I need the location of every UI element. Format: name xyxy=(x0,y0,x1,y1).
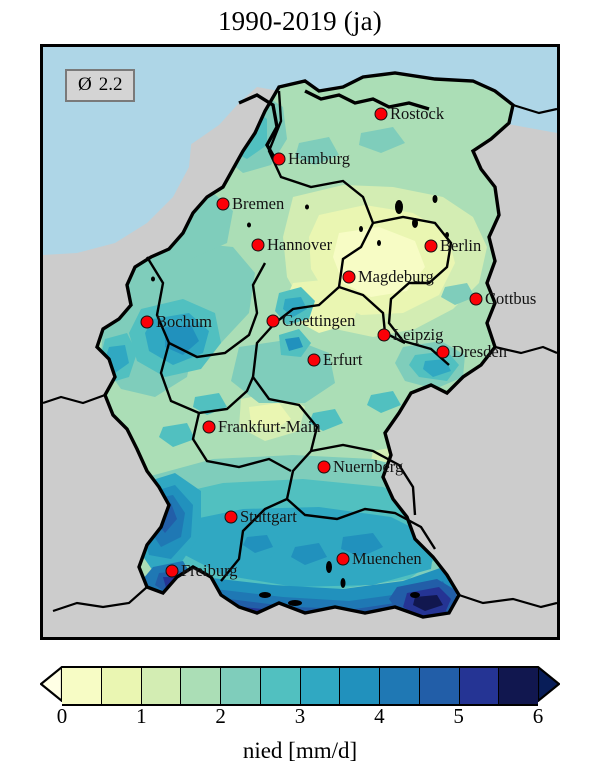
city-dot-icon xyxy=(342,270,356,284)
colorbar-tick-label: 6 xyxy=(532,704,544,728)
colorbar-bin xyxy=(141,668,182,704)
city-dot-icon xyxy=(374,107,388,121)
city-label: Frankfurt-Main xyxy=(218,417,321,436)
city-label: Magdeburg xyxy=(358,267,434,286)
city-label: Nuernberg xyxy=(333,457,404,476)
colorbar-bin xyxy=(101,668,142,704)
figure-title: 1990-2019 (ja) xyxy=(217,6,382,36)
city-label: Dresden xyxy=(452,342,507,361)
colorbar: 0 1 2 3 4 5 6 nied [mm/d] xyxy=(0,666,600,780)
city-label: Hamburg xyxy=(288,149,351,168)
precipitation-field xyxy=(43,47,557,637)
city-label: Rostock xyxy=(390,104,445,123)
city-label: Muenchen xyxy=(352,549,422,568)
city-dot-icon xyxy=(317,460,331,474)
city-dot-icon xyxy=(336,552,350,566)
city-label: Leipzig xyxy=(393,325,444,344)
city-dot-icon xyxy=(272,152,286,166)
map-canvas: Ø 2.2 Rostock Hamburg Bremen Hannover Berlin… xyxy=(43,47,557,637)
colorbar-tick-label: 0 xyxy=(56,704,68,728)
city-label: Erfurt xyxy=(323,350,363,369)
city-label: Berlin xyxy=(440,236,482,255)
city-dot-icon xyxy=(377,328,391,342)
colorbar-under-arrow xyxy=(40,666,62,702)
colorbar-bin xyxy=(340,668,380,704)
city-dot-icon xyxy=(251,238,265,252)
colorbar-strip xyxy=(40,666,560,706)
city-label: Goettingen xyxy=(282,311,356,330)
city-dot-icon xyxy=(307,353,321,367)
mean-value: 2.2 xyxy=(98,74,123,95)
city-label: Bremen xyxy=(232,194,285,213)
colorbar-bin xyxy=(499,668,538,704)
colorbar-tick-label: 1 xyxy=(136,704,147,728)
city-label: Cottbus xyxy=(485,289,537,308)
colorbar-bins xyxy=(62,666,538,706)
city-dot-icon xyxy=(436,345,450,359)
colorbar-bin xyxy=(260,668,301,704)
colorbar-bin xyxy=(419,668,460,704)
colorbar-over-arrow xyxy=(538,666,560,702)
colorbar-tick-label: 4 xyxy=(374,704,385,728)
colorbar-bin xyxy=(380,668,420,704)
city-dot-icon xyxy=(140,315,154,329)
national-border xyxy=(43,71,557,619)
city-label: Stuttgart xyxy=(240,507,297,526)
city-dot-icon xyxy=(165,564,179,578)
colorbar-bin xyxy=(221,668,261,704)
mean-annotation: Ø 2.2 xyxy=(65,69,136,102)
city-dot-icon xyxy=(266,314,280,328)
colorbar-tick-label: 3 xyxy=(294,704,306,728)
city-dot-icon xyxy=(469,292,483,306)
colorbar-label: nied [mm/d] xyxy=(242,738,358,763)
colorbar-bin xyxy=(459,668,500,704)
city-label: Hannover xyxy=(267,235,333,254)
colorbar-bin xyxy=(300,668,341,704)
colorbar-tick-label: 5 xyxy=(453,704,464,728)
colorbar-ticks: 0 1 2 3 4 5 6 xyxy=(40,704,560,732)
city-label: Bochum xyxy=(156,312,212,331)
colorbar-tick-label: 2 xyxy=(215,704,226,728)
colorbar-bin xyxy=(62,668,102,704)
colorbar-bin xyxy=(181,668,221,704)
city-dot-icon xyxy=(424,239,438,253)
city-dot-icon xyxy=(216,197,230,211)
mean-symbol: Ø xyxy=(78,74,92,95)
map-frame: Ø 2.2 Rostock Hamburg Bremen Hannover Berlin… xyxy=(40,44,560,640)
city-dot-icon xyxy=(202,420,216,434)
city-label: Freiburg xyxy=(181,561,238,580)
inland-water xyxy=(151,195,449,606)
city-dot-icon xyxy=(224,510,238,524)
